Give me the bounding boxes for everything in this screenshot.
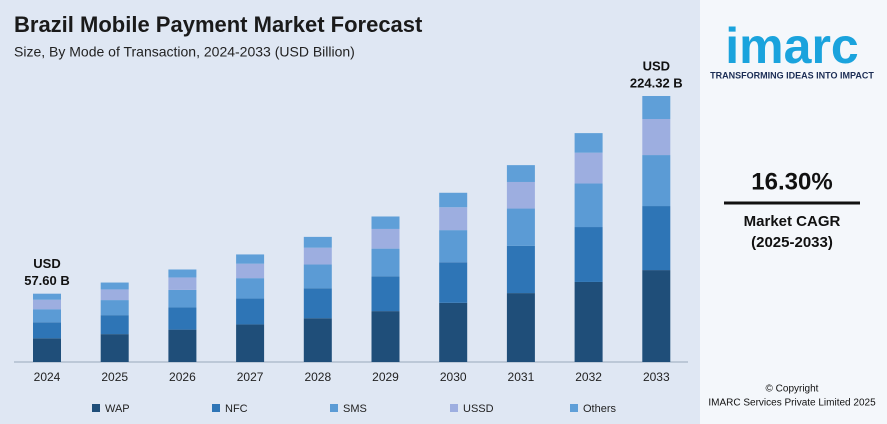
chart-title: Brazil Mobile Payment Market Forecast bbox=[14, 12, 423, 37]
bar-segment bbox=[303, 236, 332, 248]
legend-label: SMS bbox=[343, 403, 367, 415]
bar-segment bbox=[439, 262, 468, 303]
bar-segment bbox=[439, 207, 468, 231]
x-tick-label: 2032 bbox=[575, 370, 602, 384]
company: IMARC Services Private Limited 2025 bbox=[708, 398, 876, 409]
bar-segment bbox=[168, 277, 197, 290]
legend-swatch bbox=[450, 404, 458, 412]
bar-segment bbox=[574, 152, 603, 184]
bar-segment bbox=[33, 293, 61, 300]
tagline: TRANSFORMING IDEAS INTO IMPACT bbox=[710, 70, 874, 80]
bar-segment bbox=[642, 270, 671, 362]
bar-segment bbox=[439, 302, 468, 362]
bar-segment bbox=[371, 276, 400, 312]
bar-segment bbox=[574, 183, 603, 228]
bar-segment bbox=[574, 281, 603, 362]
bar-segment bbox=[439, 230, 468, 263]
bar-segment bbox=[100, 289, 129, 301]
copyright: © Copyright bbox=[766, 384, 819, 395]
cagr-value: 16.30% bbox=[751, 168, 832, 195]
bar-segment bbox=[168, 269, 197, 278]
bar-segment bbox=[33, 338, 61, 362]
side-panel bbox=[700, 0, 887, 424]
bar-segment bbox=[303, 318, 332, 362]
bar-segment bbox=[506, 293, 535, 362]
bar-segment bbox=[100, 334, 129, 362]
bar-segment bbox=[100, 282, 129, 290]
x-tick-label: 2033 bbox=[643, 370, 670, 384]
total-label: 57.60 B bbox=[24, 273, 70, 288]
x-tick-label: 2025 bbox=[101, 370, 128, 384]
legend-swatch bbox=[92, 404, 100, 412]
bar-segment bbox=[574, 133, 603, 153]
bar-segment bbox=[574, 227, 603, 282]
bar-segment bbox=[371, 311, 400, 362]
bar-segment bbox=[236, 324, 265, 362]
bar-segment bbox=[303, 247, 332, 265]
bar-segment bbox=[371, 248, 400, 277]
legend-label: NFC bbox=[225, 403, 248, 415]
bar-segment bbox=[506, 245, 535, 294]
bar-segment bbox=[168, 329, 197, 362]
x-tick-label: 2031 bbox=[508, 370, 535, 384]
bar-segment bbox=[439, 192, 468, 208]
bar-segment bbox=[642, 96, 671, 120]
bar-segment bbox=[236, 263, 265, 279]
chart-subtitle: Size, By Mode of Transaction, 2024-2033 … bbox=[14, 44, 355, 60]
bar-segment bbox=[371, 216, 400, 229]
logo: imarc bbox=[725, 18, 858, 74]
bar-segment bbox=[33, 299, 61, 310]
bar-segment bbox=[236, 254, 265, 264]
legend-swatch bbox=[570, 404, 578, 412]
bar-segment bbox=[506, 165, 535, 182]
legend-label: USSD bbox=[463, 403, 494, 415]
bar-segment bbox=[100, 315, 129, 335]
x-tick-label: 2024 bbox=[34, 370, 61, 384]
x-tick-label: 2027 bbox=[237, 370, 264, 384]
legend-label: Others bbox=[583, 403, 617, 415]
total-label: USD bbox=[33, 256, 60, 271]
cagr-label: Market CAGR bbox=[744, 213, 841, 230]
total-label: 224.32 B bbox=[630, 75, 683, 90]
bar-segment bbox=[506, 181, 535, 209]
bar-segment bbox=[642, 119, 671, 156]
bar-segment bbox=[33, 309, 61, 323]
bar-segment bbox=[33, 322, 61, 339]
bar-segment bbox=[303, 288, 332, 319]
legend-swatch bbox=[212, 404, 220, 412]
x-tick-label: 2030 bbox=[440, 370, 467, 384]
x-tick-label: 2026 bbox=[169, 370, 196, 384]
bar-segment bbox=[371, 228, 400, 249]
legend-label: WAP bbox=[105, 403, 130, 415]
legend-swatch bbox=[330, 404, 338, 412]
cagr-period: (2025-2033) bbox=[751, 234, 833, 251]
bar-segment bbox=[642, 206, 671, 271]
bar-segment bbox=[506, 208, 535, 246]
bar-segment bbox=[168, 289, 197, 308]
x-tick-label: 2028 bbox=[304, 370, 331, 384]
x-tick-label: 2029 bbox=[372, 370, 399, 384]
bar-segment bbox=[236, 278, 265, 299]
bar-segment bbox=[642, 155, 671, 207]
bar-segment bbox=[100, 300, 129, 316]
bar-segment bbox=[303, 264, 332, 289]
bar-segment bbox=[168, 307, 197, 330]
total-label: USD bbox=[643, 58, 670, 73]
bar-segment bbox=[236, 298, 265, 325]
